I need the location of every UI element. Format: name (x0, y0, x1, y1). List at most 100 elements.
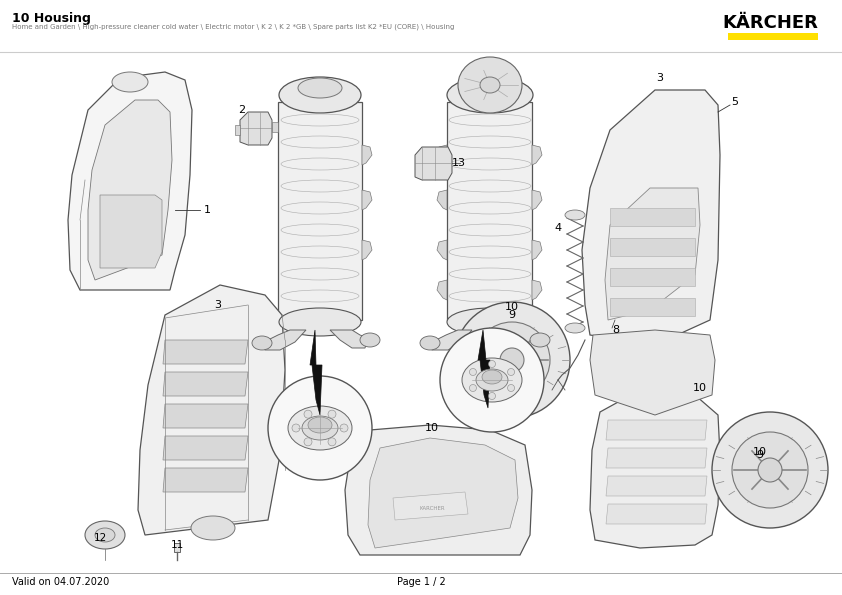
Circle shape (304, 438, 312, 446)
Text: Page 1 / 2: Page 1 / 2 (397, 577, 445, 587)
Ellipse shape (308, 417, 332, 433)
Bar (728, 33, 818, 40)
Text: 10: 10 (425, 423, 439, 433)
Circle shape (340, 424, 348, 432)
Circle shape (470, 384, 477, 392)
Ellipse shape (462, 358, 522, 402)
Text: 8: 8 (612, 325, 619, 335)
Polygon shape (437, 145, 447, 165)
Polygon shape (590, 390, 720, 548)
Circle shape (292, 424, 300, 432)
Ellipse shape (279, 308, 361, 336)
Polygon shape (610, 298, 695, 316)
Ellipse shape (447, 77, 533, 113)
Ellipse shape (530, 333, 550, 347)
Polygon shape (606, 504, 707, 524)
Polygon shape (606, 476, 707, 496)
Ellipse shape (302, 416, 338, 440)
Ellipse shape (447, 308, 533, 336)
Polygon shape (163, 436, 248, 460)
Polygon shape (362, 190, 372, 210)
Text: 10: 10 (753, 447, 767, 457)
Text: 4: 4 (555, 223, 562, 233)
Text: 3: 3 (657, 73, 663, 83)
Polygon shape (68, 72, 192, 290)
Text: KARCHER: KARCHER (419, 506, 445, 511)
Polygon shape (163, 340, 248, 364)
Circle shape (508, 368, 514, 375)
Polygon shape (605, 188, 700, 320)
Circle shape (328, 438, 336, 446)
Polygon shape (138, 285, 285, 535)
Polygon shape (330, 330, 368, 348)
Ellipse shape (279, 77, 361, 113)
Circle shape (454, 302, 570, 418)
Polygon shape (368, 438, 518, 548)
Polygon shape (606, 420, 707, 440)
Polygon shape (532, 145, 542, 165)
Polygon shape (428, 330, 472, 350)
Polygon shape (610, 238, 695, 256)
Text: Home and Garden \ High-pressure cleaner cold water \ Electric motor \ K 2 \ K 2 : Home and Garden \ High-pressure cleaner … (12, 24, 455, 30)
Polygon shape (174, 543, 180, 552)
Circle shape (440, 328, 544, 432)
Ellipse shape (252, 336, 272, 350)
Text: Valid on 04.07.2020: Valid on 04.07.2020 (12, 577, 109, 587)
Polygon shape (163, 372, 248, 396)
Ellipse shape (565, 210, 585, 220)
Polygon shape (447, 102, 532, 320)
Circle shape (488, 393, 495, 399)
Polygon shape (163, 404, 248, 428)
Polygon shape (437, 240, 447, 260)
Text: 13: 13 (452, 158, 466, 168)
Ellipse shape (420, 336, 440, 350)
Polygon shape (235, 125, 240, 135)
Polygon shape (278, 102, 362, 320)
Text: 1: 1 (204, 205, 210, 215)
Ellipse shape (458, 57, 522, 113)
Circle shape (500, 348, 524, 372)
Ellipse shape (565, 323, 585, 333)
Text: 3: 3 (215, 300, 221, 310)
Text: 10: 10 (505, 302, 519, 312)
Polygon shape (532, 280, 542, 300)
Text: 9: 9 (509, 310, 515, 320)
Polygon shape (260, 330, 306, 350)
Circle shape (328, 410, 336, 418)
Polygon shape (606, 448, 707, 468)
Ellipse shape (288, 406, 352, 450)
Polygon shape (478, 330, 490, 408)
Text: 10: 10 (693, 383, 707, 393)
Text: 11: 11 (170, 540, 184, 550)
Polygon shape (345, 425, 532, 555)
Text: 9: 9 (756, 450, 764, 460)
Ellipse shape (298, 78, 342, 98)
Circle shape (470, 368, 477, 375)
Text: KÄRCHER: KÄRCHER (722, 14, 818, 32)
Ellipse shape (95, 528, 115, 542)
Circle shape (304, 410, 312, 418)
Circle shape (474, 322, 550, 398)
Text: 2: 2 (238, 105, 246, 115)
Polygon shape (100, 195, 162, 268)
Circle shape (758, 458, 782, 482)
Polygon shape (610, 208, 695, 226)
Ellipse shape (482, 370, 502, 384)
Text: 5: 5 (732, 97, 738, 107)
Circle shape (268, 376, 372, 480)
Polygon shape (272, 122, 278, 132)
Polygon shape (532, 190, 542, 210)
Ellipse shape (85, 521, 125, 549)
Polygon shape (437, 280, 447, 300)
Ellipse shape (191, 516, 235, 540)
Polygon shape (437, 190, 447, 210)
Ellipse shape (360, 333, 380, 347)
Ellipse shape (112, 72, 148, 92)
Polygon shape (362, 145, 372, 165)
Polygon shape (532, 240, 542, 260)
Circle shape (712, 412, 828, 528)
Text: 10 Housing: 10 Housing (12, 12, 91, 25)
Circle shape (488, 361, 495, 368)
Polygon shape (498, 330, 538, 348)
Polygon shape (582, 90, 720, 345)
